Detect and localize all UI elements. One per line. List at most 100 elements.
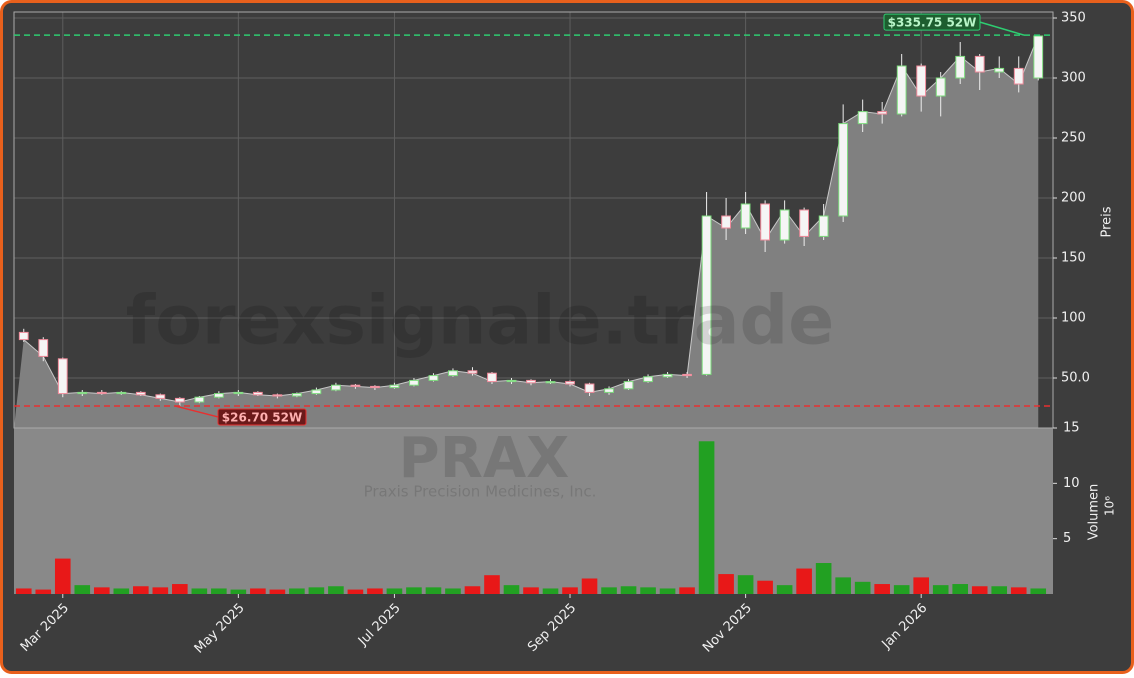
candle-body [311, 389, 322, 395]
candle-body [291, 393, 302, 397]
volume-bar [35, 589, 52, 594]
candle-body [389, 384, 400, 389]
volume-bar [874, 584, 890, 594]
volume-bar [308, 587, 325, 594]
volume-bar [854, 581, 871, 594]
candle-body [740, 203, 751, 229]
volume-bar [757, 580, 773, 594]
volume-bar [503, 585, 520, 594]
candle-body [1013, 67, 1024, 85]
annotation-box [217, 408, 307, 426]
volume-bar [74, 585, 91, 594]
volume-bar [250, 588, 266, 594]
candle-body [545, 381, 556, 384]
volume-bar [230, 589, 247, 594]
volume-bar [54, 558, 71, 594]
volume-bar [893, 585, 910, 594]
volume-bar [659, 588, 676, 594]
volume-bar [913, 577, 929, 594]
price-frame [13, 11, 1054, 429]
volume-bar [737, 575, 754, 594]
candle-body [779, 209, 790, 241]
volume-bar [835, 577, 851, 594]
candle-body [448, 370, 458, 377]
candle-body [252, 391, 263, 396]
annotation-box [883, 13, 981, 31]
candle-body [467, 370, 478, 374]
volume-bar [328, 586, 344, 594]
volume-bar [1010, 587, 1027, 594]
volume-bar [601, 587, 617, 594]
candle-body [331, 384, 341, 391]
annotation-arrow [174, 405, 219, 418]
candle-body [701, 215, 712, 375]
y-tick-label: 300 [1061, 70, 1086, 85]
candle-body [135, 391, 146, 396]
company-watermark: Praxis Precision Medicines, Inc. [364, 483, 597, 501]
candle-body [233, 391, 244, 395]
volume-bar [776, 585, 793, 594]
volume-bar [347, 589, 364, 594]
watermark: forexsignale.trade [126, 282, 835, 361]
candle-body [799, 209, 810, 237]
candle-body [662, 373, 673, 378]
candle-body [174, 397, 185, 403]
volume-bar [620, 586, 637, 594]
candle-body [1033, 35, 1044, 79]
volume-bar [289, 588, 305, 594]
candle-body [877, 111, 888, 115]
candle-body [935, 77, 946, 97]
ticker-watermark: PRAX [399, 426, 570, 491]
candle-body [974, 55, 985, 73]
volume-bar [679, 587, 695, 594]
candle-body [721, 215, 731, 229]
volume-bar [464, 586, 481, 594]
y-tick-label: 100 [1061, 310, 1086, 325]
volume-bar [133, 586, 149, 594]
candle-body [96, 391, 107, 395]
candle-body [194, 396, 205, 403]
volume-bar [93, 587, 110, 594]
candle-body [350, 384, 361, 387]
candle-body [604, 388, 614, 393]
volume-bar [718, 574, 734, 594]
candle-body [213, 393, 224, 398]
volume-scale: 10⁶ [1103, 496, 1117, 516]
volume-tick-label: 15 [1063, 421, 1080, 436]
candle-body [994, 67, 1005, 73]
y-tick-label: 50.0 [1061, 370, 1090, 385]
volume-bar [269, 589, 286, 594]
volume-bar [406, 587, 422, 594]
candle-body [38, 339, 49, 357]
candle-body [916, 65, 927, 97]
annotation-arrow [979, 21, 1025, 36]
volume-bar [445, 588, 461, 594]
candle-body [409, 379, 419, 386]
volume-bar [991, 586, 1008, 594]
y-axis-label: Preis [1100, 206, 1115, 237]
volume-panel [14, 428, 1053, 594]
volume-bar [952, 584, 969, 594]
y-tick-label: 150 [1061, 250, 1086, 265]
candle-body [643, 376, 653, 383]
volume-bar [971, 586, 988, 594]
volume-bar [113, 588, 130, 594]
candle-body [116, 391, 127, 395]
volume-bar [211, 588, 227, 594]
candle-body [857, 111, 868, 125]
candle-body [955, 55, 966, 79]
candle-body [896, 65, 907, 115]
volume-bar [152, 587, 169, 594]
candle-body [370, 385, 380, 389]
volume-bar [1030, 588, 1047, 594]
volume-bar [172, 584, 188, 594]
candle-body [77, 391, 88, 395]
candle-body [487, 372, 497, 383]
y-tick-label: 200 [1061, 190, 1086, 205]
candle-body [428, 375, 439, 381]
volume-tick-label: 10 [1063, 476, 1080, 491]
candle-body [623, 381, 634, 390]
volume-bar [367, 588, 383, 594]
candle-body [760, 203, 771, 241]
y-tick-label: 350 [1061, 10, 1086, 25]
